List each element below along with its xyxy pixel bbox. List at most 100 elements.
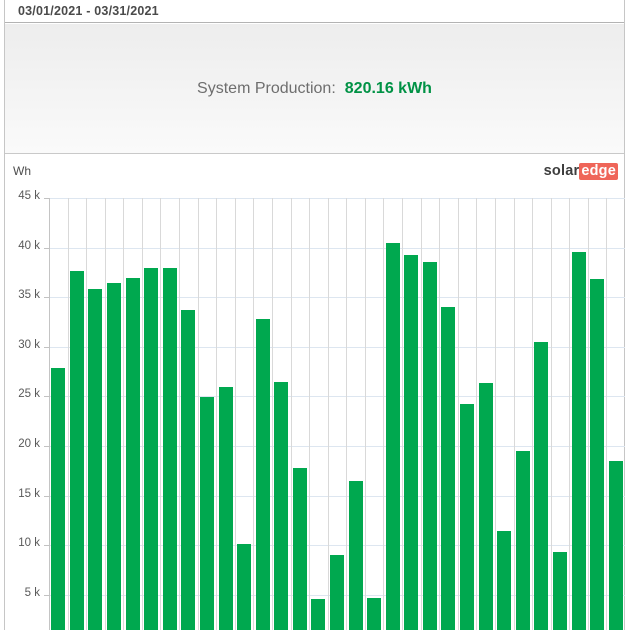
v-gridline bbox=[532, 198, 533, 630]
y-axis-unit-label: Wh bbox=[13, 164, 31, 178]
y-axis-label: 30 k bbox=[18, 338, 40, 351]
v-gridline bbox=[439, 198, 440, 630]
y-axis-tick bbox=[44, 297, 49, 299]
v-gridline bbox=[328, 198, 329, 630]
bar-day-11[interactable] bbox=[237, 544, 252, 630]
h-gridline bbox=[49, 198, 625, 199]
v-gridline bbox=[383, 198, 384, 630]
bar-day-23[interactable] bbox=[460, 404, 475, 630]
v-gridline bbox=[514, 198, 515, 630]
v-gridline bbox=[551, 198, 552, 630]
bar-day-24[interactable] bbox=[478, 383, 493, 630]
h-gridline bbox=[49, 445, 625, 447]
bar-day-20[interactable] bbox=[404, 254, 419, 630]
bar-day-4[interactable] bbox=[107, 283, 122, 630]
bar-day-25[interactable] bbox=[497, 531, 512, 630]
v-gridline bbox=[123, 198, 124, 630]
system-production-summary: System Production: 820.16 kWh bbox=[5, 24, 624, 154]
panel-left-border bbox=[4, 0, 5, 630]
bar-day-15[interactable] bbox=[311, 598, 326, 630]
v-gridline bbox=[142, 198, 143, 630]
y-axis-tick bbox=[44, 396, 49, 398]
bar-day-9[interactable] bbox=[199, 397, 214, 630]
bar-day-27[interactable] bbox=[534, 341, 549, 630]
h-gridline bbox=[49, 396, 625, 398]
bar-day-21[interactable] bbox=[422, 262, 437, 630]
v-gridline bbox=[606, 198, 607, 630]
bar-day-1[interactable] bbox=[51, 367, 66, 630]
v-gridline bbox=[309, 198, 310, 630]
bar-day-7[interactable] bbox=[162, 268, 177, 630]
date-range-value[interactable]: 03/01/2021 - 03/31/2021 bbox=[18, 4, 159, 18]
y-axis-label: 25 k bbox=[18, 388, 40, 401]
h-gridline bbox=[49, 545, 625, 547]
logo-text-solar: solar bbox=[543, 163, 580, 179]
y-axis-label: 5 k bbox=[24, 586, 40, 599]
v-gridline bbox=[216, 198, 217, 630]
h-gridline bbox=[49, 247, 625, 249]
y-axis-tick bbox=[44, 495, 49, 497]
v-gridline bbox=[346, 198, 347, 630]
v-gridline bbox=[569, 198, 570, 630]
y-axis-tick bbox=[44, 198, 49, 199]
y-axis-label: 40 k bbox=[18, 239, 40, 252]
bar-day-16[interactable] bbox=[330, 555, 344, 630]
bar-day-2[interactable] bbox=[69, 271, 84, 630]
y-axis-label: 10 k bbox=[18, 537, 40, 550]
logo-text-edge: edge bbox=[579, 163, 618, 180]
bar-day-12[interactable] bbox=[255, 318, 270, 630]
v-gridline bbox=[588, 198, 589, 630]
v-gridline bbox=[86, 198, 87, 630]
v-gridline bbox=[253, 198, 254, 630]
v-gridline bbox=[291, 198, 292, 630]
bar-day-28[interactable] bbox=[552, 552, 567, 630]
v-gridline bbox=[68, 198, 69, 630]
h-gridline bbox=[49, 346, 625, 348]
plot-area bbox=[49, 198, 625, 630]
v-gridline bbox=[198, 198, 199, 630]
y-axis-tick bbox=[44, 545, 49, 547]
bar-day-22[interactable] bbox=[441, 307, 456, 630]
bar-day-26[interactable] bbox=[515, 450, 530, 630]
v-gridline bbox=[105, 198, 106, 630]
y-axis-tick bbox=[44, 445, 49, 447]
bar-day-5[interactable] bbox=[125, 278, 140, 630]
v-gridline bbox=[235, 198, 236, 630]
bar-day-10[interactable] bbox=[218, 387, 233, 630]
system-production-label: System Production: bbox=[197, 79, 336, 97]
bar-day-3[interactable] bbox=[88, 289, 103, 630]
solaredge-logo: solar edge bbox=[544, 163, 618, 180]
v-gridline bbox=[272, 198, 273, 630]
date-range-bar: 03/01/2021 - 03/31/2021 bbox=[5, 0, 624, 23]
y-axis-label: 45 k bbox=[18, 190, 40, 202]
y-axis-label: 20 k bbox=[18, 437, 40, 450]
v-gridline bbox=[365, 198, 366, 630]
h-gridline bbox=[49, 495, 625, 497]
system-production-value: 820.16 kWh bbox=[344, 79, 432, 97]
v-gridline bbox=[402, 198, 403, 630]
bar-day-18[interactable] bbox=[367, 597, 382, 630]
y-axis-tick bbox=[44, 594, 49, 596]
y-axis-tick bbox=[44, 346, 49, 348]
bar-day-19[interactable] bbox=[385, 242, 400, 630]
bar-day-14[interactable] bbox=[292, 467, 307, 630]
h-gridline bbox=[49, 297, 625, 299]
bar-day-30[interactable] bbox=[590, 279, 605, 630]
y-axis-tick bbox=[44, 247, 49, 249]
y-axis-line bbox=[49, 198, 50, 630]
bar-day-29[interactable] bbox=[571, 251, 586, 630]
v-gridline bbox=[421, 198, 422, 630]
bar-day-31[interactable] bbox=[608, 460, 623, 630]
bar-day-6[interactable] bbox=[144, 268, 159, 630]
bar-day-13[interactable] bbox=[274, 382, 289, 630]
y-axis-label: 15 k bbox=[18, 487, 40, 500]
bar-day-17[interactable] bbox=[348, 480, 363, 630]
v-gridline bbox=[495, 198, 496, 630]
bar-day-8[interactable] bbox=[181, 310, 196, 630]
v-gridline bbox=[458, 198, 459, 630]
v-gridline bbox=[160, 198, 161, 630]
v-gridline bbox=[179, 198, 180, 630]
v-gridline bbox=[476, 198, 477, 630]
y-axis-label: 35 k bbox=[18, 289, 40, 302]
